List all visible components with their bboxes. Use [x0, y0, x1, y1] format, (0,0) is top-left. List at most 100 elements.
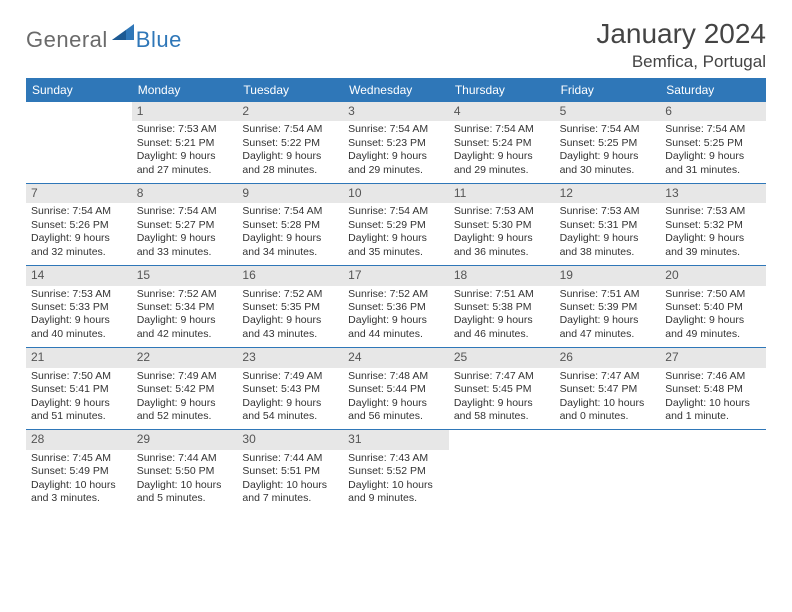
daylight-line-1: Daylight: 9 hours [348, 314, 444, 327]
daylight-line-2: and 42 minutes. [137, 328, 233, 341]
calendar-day-cell: 11Sunrise: 7:53 AMSunset: 5:30 PMDayligh… [449, 183, 555, 265]
sunrise-line: Sunrise: 7:52 AM [242, 288, 338, 301]
day-number: 22 [132, 348, 238, 367]
daylight-line-2: and 34 minutes. [242, 246, 338, 259]
day-number: 25 [449, 348, 555, 367]
day-number: 11 [449, 184, 555, 203]
sunrise-line: Sunrise: 7:47 AM [454, 370, 550, 383]
calendar-day-cell: 3Sunrise: 7:54 AMSunset: 5:23 PMDaylight… [343, 101, 449, 183]
daylight-line-2: and 29 minutes. [454, 164, 550, 177]
day-body: Sunrise: 7:54 AMSunset: 5:25 PMDaylight:… [555, 121, 661, 183]
day-number: 20 [660, 266, 766, 285]
day-body: Sunrise: 7:44 AMSunset: 5:50 PMDaylight:… [132, 450, 238, 512]
day-body: Sunrise: 7:53 AMSunset: 5:21 PMDaylight:… [132, 121, 238, 183]
day-number: 16 [237, 266, 343, 285]
day-number: 5 [555, 102, 661, 121]
daylight-line-1: Daylight: 9 hours [348, 397, 444, 410]
daylight-line-2: and 38 minutes. [560, 246, 656, 259]
daylight-line-2: and 29 minutes. [348, 164, 444, 177]
daylight-line-2: and 51 minutes. [31, 410, 127, 423]
day-body: Sunrise: 7:54 AMSunset: 5:29 PMDaylight:… [343, 203, 449, 265]
day-number: 8 [132, 184, 238, 203]
sunset-line: Sunset: 5:36 PM [348, 301, 444, 314]
day-number: 29 [132, 430, 238, 449]
sunset-line: Sunset: 5:43 PM [242, 383, 338, 396]
day-body: Sunrise: 7:52 AMSunset: 5:35 PMDaylight:… [237, 286, 343, 348]
sunset-line: Sunset: 5:26 PM [31, 219, 127, 232]
sunrise-line: Sunrise: 7:53 AM [560, 205, 656, 218]
location-title: Bemfica, Portugal [596, 52, 766, 72]
weekday-header: Monday [132, 78, 238, 101]
day-number: 19 [555, 266, 661, 285]
sunset-line: Sunset: 5:29 PM [348, 219, 444, 232]
daylight-line-2: and 49 minutes. [665, 328, 761, 341]
daylight-line-2: and 43 minutes. [242, 328, 338, 341]
sunrise-line: Sunrise: 7:44 AM [242, 452, 338, 465]
sunset-line: Sunset: 5:44 PM [348, 383, 444, 396]
daylight-line-1: Daylight: 9 hours [31, 397, 127, 410]
day-body: Sunrise: 7:47 AMSunset: 5:47 PMDaylight:… [555, 368, 661, 430]
daylight-line-2: and 54 minutes. [242, 410, 338, 423]
daylight-line-2: and 30 minutes. [560, 164, 656, 177]
calendar-day-cell: 12Sunrise: 7:53 AMSunset: 5:31 PMDayligh… [555, 183, 661, 265]
daylight-line-1: Daylight: 9 hours [665, 232, 761, 245]
sunrise-line: Sunrise: 7:43 AM [348, 452, 444, 465]
day-body: Sunrise: 7:45 AMSunset: 5:49 PMDaylight:… [26, 450, 132, 512]
daylight-line-2: and 36 minutes. [454, 246, 550, 259]
daylight-line-2: and 5 minutes. [137, 492, 233, 505]
sunset-line: Sunset: 5:25 PM [560, 137, 656, 150]
day-number: 28 [26, 430, 132, 449]
brand-triangle-icon [112, 24, 134, 45]
weekday-header: Tuesday [237, 78, 343, 101]
day-number: 2 [237, 102, 343, 121]
sunset-line: Sunset: 5:22 PM [242, 137, 338, 150]
day-body: Sunrise: 7:53 AMSunset: 5:32 PMDaylight:… [660, 203, 766, 265]
day-body: Sunrise: 7:52 AMSunset: 5:34 PMDaylight:… [132, 286, 238, 348]
calendar-day-cell: 20Sunrise: 7:50 AMSunset: 5:40 PMDayligh… [660, 265, 766, 347]
day-body: Sunrise: 7:50 AMSunset: 5:40 PMDaylight:… [660, 286, 766, 348]
day-number: 18 [449, 266, 555, 285]
calendar-day-cell: 21Sunrise: 7:50 AMSunset: 5:41 PMDayligh… [26, 347, 132, 429]
daylight-line-1: Daylight: 9 hours [137, 232, 233, 245]
day-body: Sunrise: 7:49 AMSunset: 5:43 PMDaylight:… [237, 368, 343, 430]
day-body: Sunrise: 7:54 AMSunset: 5:23 PMDaylight:… [343, 121, 449, 183]
calendar-day-cell: 23Sunrise: 7:49 AMSunset: 5:43 PMDayligh… [237, 347, 343, 429]
day-number: 15 [132, 266, 238, 285]
calendar-day-cell: 15Sunrise: 7:52 AMSunset: 5:34 PMDayligh… [132, 265, 238, 347]
sunset-line: Sunset: 5:35 PM [242, 301, 338, 314]
sunset-line: Sunset: 5:32 PM [665, 219, 761, 232]
daylight-line-2: and 52 minutes. [137, 410, 233, 423]
sunset-line: Sunset: 5:47 PM [560, 383, 656, 396]
daylight-line-1: Daylight: 9 hours [665, 314, 761, 327]
calendar-day-cell: 17Sunrise: 7:52 AMSunset: 5:36 PMDayligh… [343, 265, 449, 347]
sunrise-line: Sunrise: 7:51 AM [560, 288, 656, 301]
sunrise-line: Sunrise: 7:53 AM [137, 123, 233, 136]
sunrise-line: Sunrise: 7:54 AM [31, 205, 127, 218]
sunset-line: Sunset: 5:42 PM [137, 383, 233, 396]
sunset-line: Sunset: 5:34 PM [137, 301, 233, 314]
daylight-line-2: and 47 minutes. [560, 328, 656, 341]
daylight-line-1: Daylight: 9 hours [31, 232, 127, 245]
calendar-day-cell: 29Sunrise: 7:44 AMSunset: 5:50 PMDayligh… [132, 429, 238, 511]
day-number: 7 [26, 184, 132, 203]
calendar-day-cell: 28Sunrise: 7:45 AMSunset: 5:49 PMDayligh… [26, 429, 132, 511]
brand-logo: General Blue [26, 18, 182, 55]
calendar-day-cell: 16Sunrise: 7:52 AMSunset: 5:35 PMDayligh… [237, 265, 343, 347]
sunrise-line: Sunrise: 7:49 AM [137, 370, 233, 383]
calendar-day-cell: 14Sunrise: 7:53 AMSunset: 5:33 PMDayligh… [26, 265, 132, 347]
day-body: Sunrise: 7:52 AMSunset: 5:36 PMDaylight:… [343, 286, 449, 348]
day-body: Sunrise: 7:47 AMSunset: 5:45 PMDaylight:… [449, 368, 555, 430]
sunrise-line: Sunrise: 7:47 AM [560, 370, 656, 383]
daylight-line-1: Daylight: 10 hours [665, 397, 761, 410]
calendar-day-cell: 13Sunrise: 7:53 AMSunset: 5:32 PMDayligh… [660, 183, 766, 265]
calendar-day-cell: 8Sunrise: 7:54 AMSunset: 5:27 PMDaylight… [132, 183, 238, 265]
daylight-line-2: and 39 minutes. [665, 246, 761, 259]
sunrise-line: Sunrise: 7:54 AM [560, 123, 656, 136]
sunset-line: Sunset: 5:51 PM [242, 465, 338, 478]
daylight-line-2: and 56 minutes. [348, 410, 444, 423]
sunset-line: Sunset: 5:23 PM [348, 137, 444, 150]
daylight-line-1: Daylight: 10 hours [242, 479, 338, 492]
calendar-day-cell: 30Sunrise: 7:44 AMSunset: 5:51 PMDayligh… [237, 429, 343, 511]
day-body: Sunrise: 7:50 AMSunset: 5:41 PMDaylight:… [26, 368, 132, 430]
sunset-line: Sunset: 5:38 PM [454, 301, 550, 314]
